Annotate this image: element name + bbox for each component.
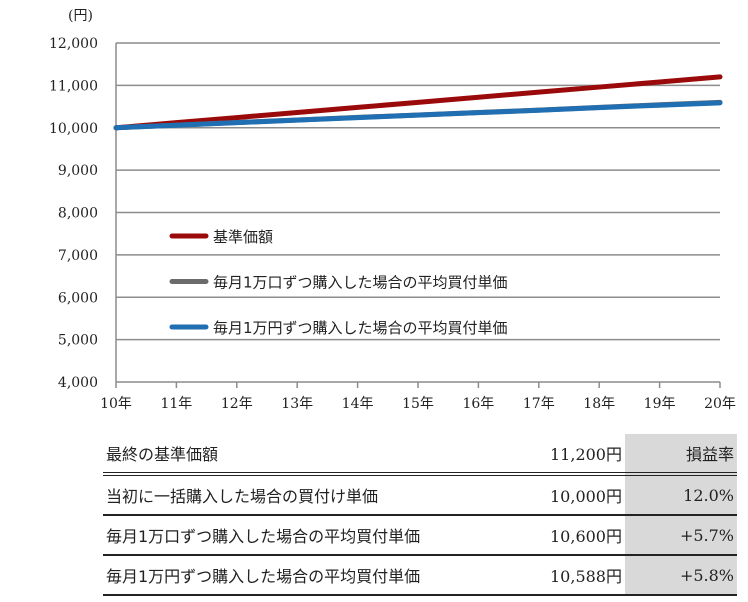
row-rate: +5.7% <box>625 515 737 556</box>
final-price-label: 最終の基準価額 <box>103 434 509 476</box>
row-value: 10,588円 <box>509 555 625 596</box>
row-label: 毎月1万口ずつ購入した場合の平均買付単価 <box>103 515 509 556</box>
legend-label-1: 基準価額 <box>213 228 273 246</box>
y-tick-label: 5,000 <box>58 333 98 349</box>
x-tick-label: 19年 <box>644 396 676 412</box>
x-tick-label: 15年 <box>402 396 434 412</box>
row-rate: 12.0% <box>625 474 737 516</box>
x-tick-label: 17年 <box>523 396 555 412</box>
y-tick-label: 8,000 <box>58 206 98 222</box>
table-row: 毎月1万口ずつ購入した場合の平均買付単価 10,600円 +5.7% <box>103 515 737 556</box>
y-tick-label: 6,000 <box>58 290 98 306</box>
y-tick-label: 9,000 <box>58 163 98 179</box>
line-chart: (円) 4,000 5,000 6,000 7,000 8,000 9,000 10,000… <box>49 8 736 412</box>
table-row: 毎月1万円ずつ購入した場合の平均買付単価 10,588円 +5.8% <box>103 555 737 596</box>
legend-label-2: 毎月1万口ずつ購入した場合の平均買付単価 <box>213 274 508 292</box>
table-header-row: 最終の基準価額 11,200円 損益率 <box>103 434 737 476</box>
legend-label-3: 毎月1万円ずつ購入した場合の平均買付単価 <box>213 319 508 337</box>
x-tick-label: 14年 <box>342 396 374 412</box>
x-tick-label: 20年 <box>704 396 736 412</box>
y-tick-label: 10,000 <box>49 121 98 137</box>
row-rate: +5.8% <box>625 555 737 596</box>
x-tick-label: 10年 <box>100 396 132 412</box>
y-tick-label: 7,000 <box>58 248 98 264</box>
x-tick-label: 16年 <box>462 396 494 412</box>
final-price-value: 11,200円 <box>509 434 625 476</box>
y-tick-label: 11,000 <box>49 78 98 94</box>
row-label: 当初に一括購入した場合の買付け単価 <box>103 474 509 516</box>
row-value: 10,000円 <box>509 474 625 516</box>
y-tick-label: 12,000 <box>49 36 98 52</box>
table-row: 当初に一括購入した場合の買付け単価 10,000円 12.0% <box>103 474 737 516</box>
y-tick-label: 4,000 <box>58 375 98 391</box>
x-tick-label: 18年 <box>583 396 615 412</box>
row-label: 毎月1万円ずつ購入した場合の平均買付単価 <box>103 555 509 596</box>
result-table: 最終の基準価額 11,200円 損益率 当初に一括購入した場合の買付け単価 10… <box>103 434 737 596</box>
series-line-1 <box>113 74 723 131</box>
row-value: 10,600円 <box>509 515 625 556</box>
x-tick-label: 13年 <box>281 396 313 412</box>
series-line-3 <box>113 100 723 131</box>
rate-header: 損益率 <box>625 434 737 476</box>
x-tick-label: 12年 <box>221 396 253 412</box>
x-tick-label: 11年 <box>160 396 192 412</box>
y-axis-unit-label: (円) <box>68 8 93 24</box>
